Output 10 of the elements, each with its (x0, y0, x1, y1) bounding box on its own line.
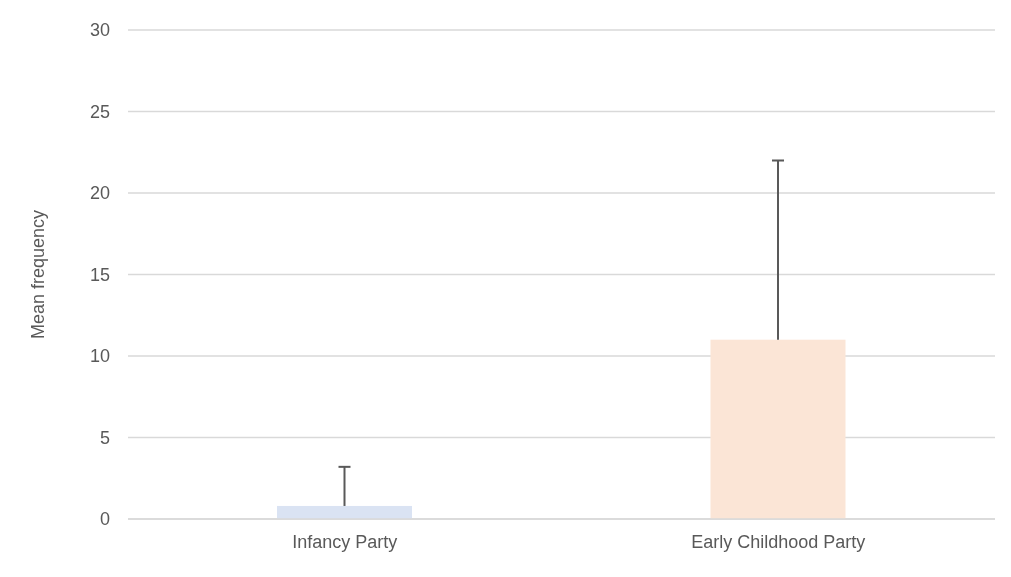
y-tick-label: 15 (89, 264, 110, 285)
y-tick-label: 5 (99, 427, 110, 448)
y-tick-label: 25 (89, 101, 110, 122)
y-tick-label: 0 (99, 509, 110, 530)
x-tick-label: Early Childhood Party (691, 531, 866, 552)
y-tick-label: 10 (89, 346, 110, 367)
y-axis-title: Mean frequency (28, 209, 49, 340)
y-tick-label: 30 (89, 20, 110, 41)
y-tick-label: 20 (89, 183, 110, 204)
x-tick-label: Infancy Party (292, 531, 398, 552)
